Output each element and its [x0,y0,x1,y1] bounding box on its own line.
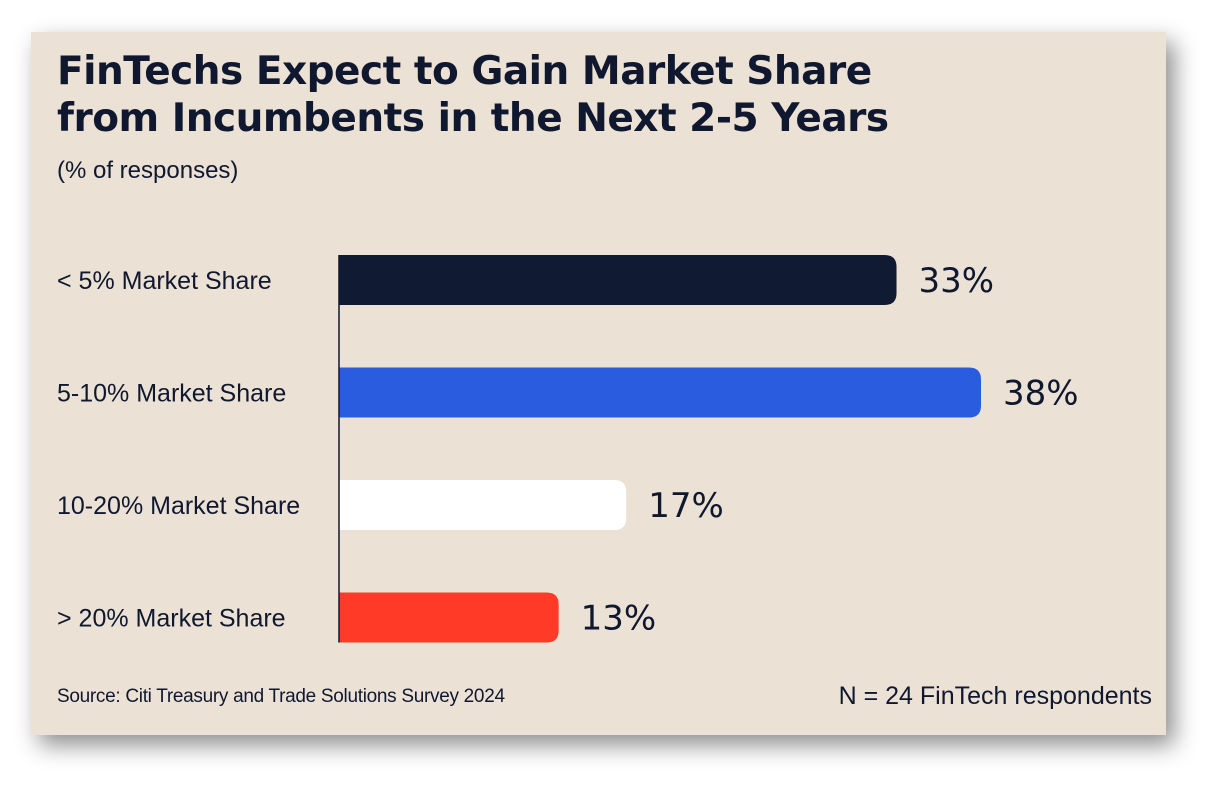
category-label-2: 5-10% Market Share [57,380,286,408]
bar-3 [339,480,627,530]
bar-1 [339,255,897,305]
bar-chart: < 5% Market Share 33% 5-10% Market Share 38… [57,255,1079,643]
chart-title-line-1: FinTechs Expect to Gain Market Share [57,49,872,94]
value-label-4: 13% [581,599,657,639]
value-label-2: 38% [1003,374,1079,414]
bar-2 [339,367,981,418]
bar-4 [339,592,559,643]
value-label-1: 33% [919,261,995,301]
category-label-1: < 5% Market Share [57,267,272,295]
respondents-note: N = 24 FinTech respondents [838,682,1152,710]
category-label-3: 10-20% Market Share [57,492,300,520]
chart-subtitle: (% of responses) [57,157,239,184]
value-label-3: 17% [648,486,724,526]
source-note: Source: Citi Treasury and Trade Solution… [57,686,505,707]
category-label-4: > 20% Market Share [57,605,286,633]
chart-card: FinTechs Expect to Gain Market Share fro… [31,32,1166,735]
chart-title-line-2: from Incumbents in the Next 2-5 Years [57,96,889,141]
chart-title: FinTechs Expect to Gain Market Share fro… [57,48,889,142]
